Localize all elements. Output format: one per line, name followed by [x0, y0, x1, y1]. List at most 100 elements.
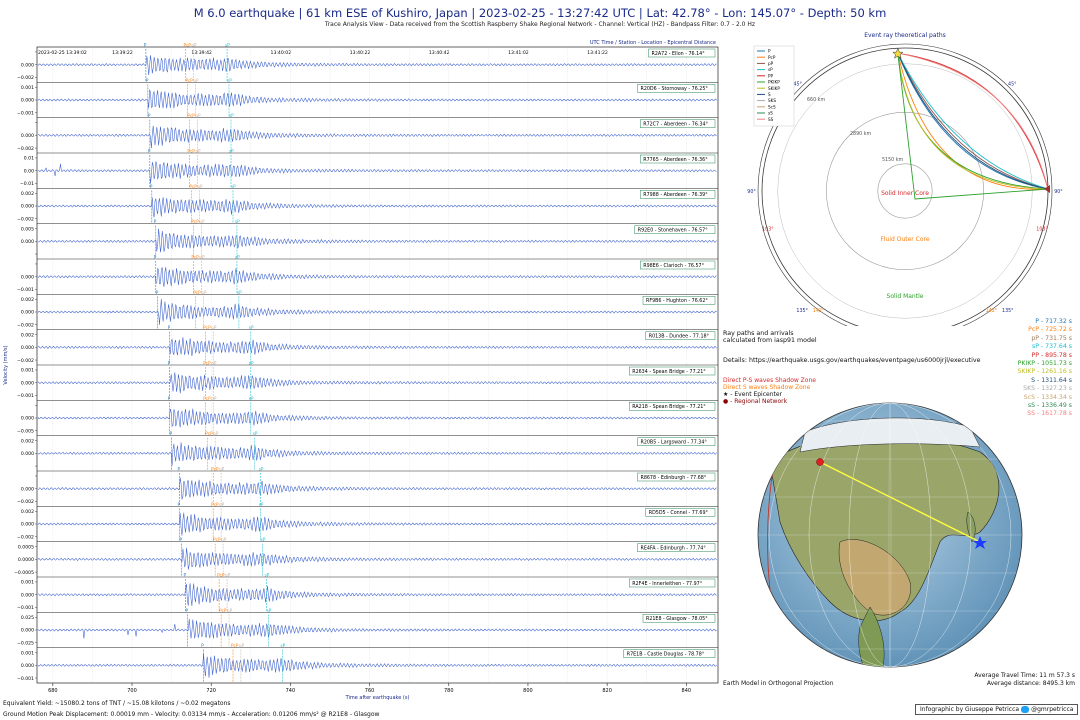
phase-label: pP	[201, 290, 207, 295]
station-label: R8678 - Edinburgh - 77.68°	[641, 475, 707, 481]
arrival-time: sP - 737.64 s	[1032, 343, 1072, 351]
globe-land	[758, 403, 1022, 667]
y-tick-label: 0.000	[21, 451, 34, 457]
phase-legend-label: S	[768, 92, 771, 97]
phase-label: pP	[199, 219, 205, 224]
phase-label: sP	[229, 149, 234, 154]
waveform	[37, 55, 717, 76]
phase-label: P	[148, 113, 151, 118]
waveform	[37, 161, 717, 184]
phase-label: PcP	[187, 149, 195, 154]
phase-label: P	[201, 643, 204, 648]
y-tick-label: 0.000	[21, 663, 34, 669]
phase-legend-label: PcP	[768, 55, 776, 60]
y-tick-label: 0.00	[24, 168, 34, 174]
station-label: R2634 - Spean Bridge - 77.21°	[632, 369, 705, 375]
phase-label: sP	[225, 43, 230, 48]
arrival-time: ScS - 1334.34 s	[1023, 393, 1072, 401]
arrival-time: P - 717.32 s	[1035, 318, 1072, 325]
angle-label: 142°	[986, 308, 998, 314]
x-tick-label: 820	[602, 688, 612, 694]
phase-label: pP	[211, 396, 217, 401]
phase-label: PcP	[231, 643, 239, 648]
y-tick-label: −0.0005	[14, 570, 34, 576]
details-link[interactable]: Details: https://earthquake.usgs.gov/ear…	[723, 357, 981, 364]
y-tick-label: −0.002	[17, 358, 34, 364]
x-tick-label: 800	[523, 688, 533, 694]
ray-path	[897, 53, 1049, 190]
y-tick-label: 0.002	[21, 297, 34, 303]
phase-label: pP	[211, 361, 217, 366]
station-label-box	[640, 190, 716, 199]
station-label: R7988 - Aberdeen - 76.39°	[643, 192, 707, 198]
pkikp-path	[897, 53, 1049, 200]
traces-header: UTC Time / Station - Location - Epicentr…	[590, 40, 716, 46]
y-tick-label: −0.002	[17, 146, 34, 152]
station-label-box	[623, 649, 716, 658]
angle-label: 45°	[793, 82, 802, 88]
credit-box[interactable]: Infographic by Giuseppe Petricca @gmrpetr…	[915, 704, 1079, 715]
ray-paths-diagram: Event ray theoretical paths 660 km 2890 km…	[747, 32, 1063, 326]
network-legend: ● - Regional Network	[723, 398, 788, 405]
waveform	[37, 583, 717, 606]
y-tick-label: −0.001	[17, 393, 34, 399]
travel-distance: Average distance: 8495.3 km	[986, 680, 1075, 687]
x-tick-label: 840	[682, 688, 692, 694]
station-label-box	[629, 402, 716, 411]
station-label-box	[645, 508, 716, 517]
waveform	[37, 442, 717, 466]
utc-tick: 13:40:22	[350, 50, 371, 56]
phase-label: P	[144, 43, 147, 48]
phase-label: P	[154, 219, 157, 224]
phase-label: PcP	[203, 361, 211, 366]
globe-caption: Earth Model in Orthogonal Projection	[723, 680, 834, 687]
arrival-time: SKS - 1327.23 s	[1023, 385, 1072, 393]
y-tick-label: −0.001	[17, 110, 34, 116]
phase-label: PcP	[191, 255, 199, 260]
y-tick-label: 0.001	[21, 85, 34, 91]
phase-label: P	[156, 290, 159, 295]
waveform	[37, 408, 717, 428]
x-tick-label: 740	[286, 688, 296, 694]
station-label: R72C7 - Aberdeen - 76.34°	[643, 121, 708, 127]
y-tick-label: −0.025	[17, 640, 34, 646]
y-tick-label: 0.002	[21, 509, 34, 515]
arrival-time: PP - 895.78 s	[1031, 351, 1072, 359]
phase-label: pP	[239, 643, 245, 648]
station-label-box	[637, 472, 716, 482]
angle-label: 135°	[796, 308, 808, 314]
phase-label: PcP	[189, 184, 197, 189]
station-label-box	[648, 48, 716, 58]
mantle-660	[777, 63, 1033, 319]
waveform	[37, 618, 717, 639]
station-label: RD5D5 - Connel - 77.69°	[649, 510, 708, 516]
angle-label: 90°	[747, 189, 756, 195]
station-label-box	[629, 578, 716, 588]
station-label-box	[642, 296, 716, 305]
phase-label: sP	[235, 255, 240, 260]
angle-label: 135°	[1002, 308, 1014, 314]
phase-label: pP	[193, 78, 199, 83]
phase-legend-label: SKIKP	[768, 86, 780, 91]
y-tick-label: 0.000	[21, 486, 34, 492]
phase-label: P	[150, 184, 153, 189]
arrival-time: S - 1311.64 s	[1031, 376, 1072, 384]
phase-label: PcP	[185, 78, 193, 83]
page-subtitle: Trace Analysis View - Data received from…	[324, 21, 756, 28]
credit-text: Infographic by Giuseppe Petricca	[920, 706, 1020, 713]
y-tick-label: 0.000	[21, 592, 34, 598]
meridian	[848, 403, 932, 667]
waveform	[37, 512, 717, 536]
phase-label: P	[168, 396, 171, 401]
phase-legend-label: SS	[768, 117, 774, 122]
phase-label: PcP	[187, 113, 195, 118]
arrival-time: PcP - 725.72 s	[1028, 326, 1072, 334]
phase-label: PcP	[213, 537, 221, 542]
mantle-label: Solid Mantle	[887, 293, 924, 300]
x-tick-label: 780	[444, 688, 454, 694]
y-tick-label: 0.01	[24, 156, 34, 162]
y-axis-label: Velocity (mm/s)	[3, 345, 9, 384]
regional-network-marker-icon	[816, 458, 824, 466]
depth-label: 2890 km	[850, 131, 872, 137]
central-asia-desert	[838, 539, 911, 616]
